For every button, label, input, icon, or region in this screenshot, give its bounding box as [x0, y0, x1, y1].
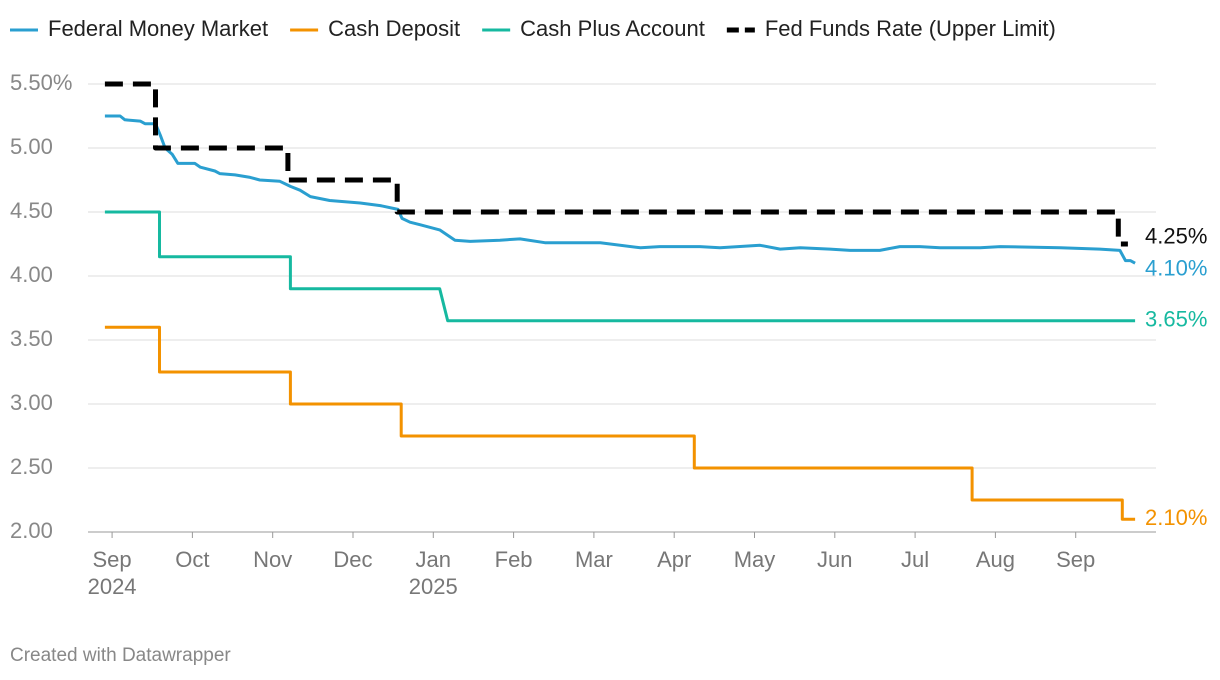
- y-tick-label: 2.50: [10, 454, 53, 479]
- x-tick-label: Aug: [975, 547, 1015, 572]
- x-tick-label: Oct: [175, 547, 210, 572]
- end-label: 3.65%: [1145, 307, 1207, 332]
- x-tick-label: Feb: [494, 547, 533, 572]
- series-line: [104, 210, 1136, 323]
- x-tick-label: Dec: [333, 547, 373, 572]
- series-line: [104, 325, 1136, 521]
- footer: Created with Datawrapper: [10, 645, 231, 666]
- legend-label: Federal Money Market: [48, 16, 268, 41]
- x-tick-label: Jun: [817, 547, 853, 572]
- end-label: 4.25%: [1145, 223, 1207, 248]
- x-tick-label: Apr: [657, 547, 692, 572]
- y-tick-label: 5.50%: [10, 70, 72, 95]
- y-tick-label: 4.00: [10, 262, 53, 287]
- y-tick-label: 3.50: [10, 326, 53, 351]
- y-tick-label: 5.00: [10, 134, 53, 159]
- y-tick-label: 3.00: [10, 390, 53, 415]
- x-tick-label: Sep: [1056, 547, 1096, 572]
- x-tick-label: Jul: [901, 547, 930, 572]
- x-tick-label: Mar: [574, 547, 613, 572]
- legend-label: Fed Funds Rate (Upper Limit): [765, 16, 1056, 41]
- x-tick-label: Jan 2025: [408, 547, 458, 599]
- y-tick-label: 4.50: [10, 198, 53, 223]
- y-tick-label: 2.00: [10, 518, 53, 543]
- end-label: 2.10%: [1145, 505, 1207, 530]
- x-tick-label: May: [733, 547, 776, 572]
- legend-label: Cash Plus Account: [520, 16, 705, 41]
- x-tick-label: Sep 2024: [87, 547, 137, 599]
- series-line: [104, 81, 1128, 247]
- x-tick-label: Nov: [253, 547, 293, 572]
- legend-label: Cash Deposit: [328, 16, 460, 41]
- end-label: 4.10%: [1145, 255, 1207, 280]
- series-line: [104, 114, 1136, 265]
